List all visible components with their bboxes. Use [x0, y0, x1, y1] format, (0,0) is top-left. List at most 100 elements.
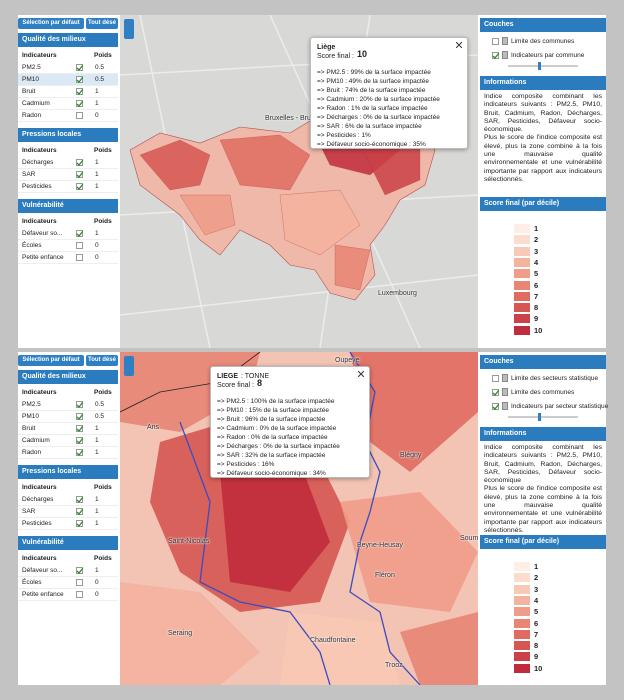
layer-icon	[502, 402, 508, 410]
popup-title: LIEGE	[217, 373, 239, 380]
slider-handle[interactable]	[538, 62, 541, 70]
popup-line: => PM10 : 15% de la surface impactée	[217, 407, 330, 414]
indicator-row: Pesticides 1	[18, 518, 118, 530]
legend-swatch	[514, 257, 530, 267]
group-header: Vulnérabilité	[18, 199, 118, 213]
municipality	[219, 134, 311, 191]
score-value: 8	[257, 378, 263, 388]
legend-label: 7	[534, 291, 539, 301]
sector	[400, 612, 478, 685]
checkbox[interactable]	[76, 64, 83, 71]
zoom-control[interactable]	[124, 356, 134, 376]
indicator-weight: 1	[95, 100, 99, 107]
tick	[76, 437, 83, 444]
deselect-all-button[interactable]: Tout désé	[86, 18, 118, 29]
legend-label: 4	[534, 257, 539, 267]
indicator-row: Écoles 0	[18, 240, 118, 252]
indicator-row: Petite enfance 0	[18, 589, 118, 601]
slider-handle[interactable]	[538, 413, 541, 421]
checkbox[interactable]	[492, 375, 499, 382]
score-label: Score final :	[217, 382, 254, 389]
group-header: Qualité des milieux	[18, 370, 118, 384]
checkbox[interactable]	[492, 38, 499, 45]
checkbox[interactable]	[76, 242, 83, 249]
indicator-name: Défaveur so...	[22, 230, 63, 237]
legend-swatch	[514, 246, 530, 256]
checkbox[interactable]	[76, 591, 83, 598]
checkbox[interactable]	[76, 171, 83, 178]
checkbox[interactable]	[76, 401, 83, 408]
checkbox[interactable]	[492, 52, 499, 59]
popup-title: Liège	[317, 44, 336, 51]
legend-label: 6	[534, 280, 539, 290]
tick	[76, 171, 83, 178]
default-selection-button[interactable]: Sélection par défaut	[18, 18, 84, 29]
info-paragraph: Indice composite combinant les indicateu…	[484, 93, 602, 134]
checkbox[interactable]	[76, 496, 83, 503]
legend-swatch	[514, 584, 530, 594]
checkbox[interactable]	[76, 230, 83, 237]
checkbox[interactable]	[76, 183, 83, 190]
road	[120, 274, 478, 316]
checkbox[interactable]	[76, 100, 83, 107]
info-paragraph: Plus le score de l'indice composite est …	[484, 134, 602, 183]
map: Bruxelles - Brussel Luxembourg Liège Score …	[120, 15, 478, 348]
check-mark	[76, 437, 83, 444]
right-sidebar: Couches Limite des communes Indicateurs pa…	[480, 15, 606, 348]
info-text: Indice composite combinant les indicateu…	[484, 444, 602, 535]
indicator-name: PM10	[22, 76, 39, 83]
checkbox[interactable]	[76, 159, 83, 166]
deselect-all-button[interactable]: Tout désé	[86, 355, 118, 366]
indicator-weight: 0	[95, 242, 99, 249]
legend-swatch	[514, 303, 530, 313]
zoom-control[interactable]	[124, 19, 134, 39]
checkbox[interactable]	[76, 112, 83, 119]
popup-line: => PM10 : 49% de la surface impactée	[317, 78, 430, 85]
default-selection-button[interactable]: Sélection par défaut	[18, 355, 84, 366]
checkbox[interactable]	[76, 254, 83, 261]
indicator-weight: 1	[95, 171, 99, 178]
check-mark	[76, 183, 83, 190]
tick	[76, 76, 83, 83]
popup-line: => Radon : 0% de la surface impactée	[217, 434, 328, 441]
indicator-name: PM2.5	[22, 401, 41, 408]
checkbox[interactable]	[76, 520, 83, 527]
checkbox[interactable]	[76, 449, 83, 456]
place-label: Bruxelles - Brussel	[265, 115, 324, 122]
checkbox[interactable]	[76, 508, 83, 515]
indicator-row: Bruit 1	[18, 86, 118, 98]
layer-icon	[502, 388, 508, 396]
indicator-weight: 0.5	[95, 401, 105, 408]
column-header: Indicateurs	[22, 555, 57, 562]
indicator-weight: 1	[95, 159, 99, 166]
popup-line: => Cadmium : 20% de la surface impactée	[317, 96, 440, 103]
legend-label: 7	[534, 629, 539, 639]
tick	[76, 88, 83, 95]
legend-label: 8	[534, 303, 539, 313]
legend-swatch	[514, 663, 530, 673]
checkbox[interactable]	[76, 88, 83, 95]
checkbox[interactable]	[492, 403, 499, 410]
checkbox[interactable]	[76, 567, 83, 574]
place-label: Chaudfontaine	[310, 637, 356, 644]
checkbox[interactable]	[76, 425, 83, 432]
close-icon[interactable]	[358, 371, 364, 377]
info-paragraph: Plus le score de l'indice composite est …	[484, 485, 602, 534]
checkbox[interactable]	[76, 76, 83, 83]
checkbox[interactable]	[76, 437, 83, 444]
indicator-name: Pesticides	[22, 183, 52, 190]
legend-label: 5	[534, 607, 539, 617]
legend-swatch	[514, 224, 530, 233]
tick	[76, 520, 83, 527]
checkbox[interactable]	[76, 579, 83, 586]
opacity-slider[interactable]	[508, 65, 578, 67]
popup-line: => Bruit : 74% de la surface impactée	[317, 87, 426, 94]
popup-line: => PM2.5 : 100% de la surface impactée	[217, 398, 335, 405]
legend-label: 3	[534, 584, 539, 594]
place-label: Ans	[147, 424, 160, 431]
close-icon[interactable]	[456, 42, 462, 48]
opacity-slider[interactable]	[508, 416, 578, 418]
indicator-weight: 1	[95, 425, 99, 432]
checkbox[interactable]	[76, 413, 83, 420]
checkbox[interactable]	[492, 389, 499, 396]
